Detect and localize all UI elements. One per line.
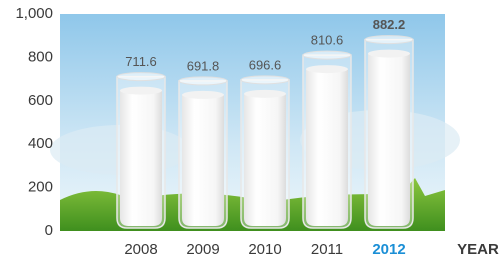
y-tick-label: 800	[28, 48, 53, 65]
chart: YEAR 0 200 400 600 800 1,000 2008 711.6 2009 691.…	[0, 0, 502, 269]
glass-rim	[179, 77, 227, 85]
milk	[120, 91, 162, 226]
x-tick-label: 2011	[311, 241, 343, 258]
milk-surface	[120, 87, 162, 95]
glass-rim	[365, 36, 413, 44]
milk	[368, 54, 410, 226]
value-label: 882.2	[373, 17, 406, 32]
x-tick-label: 2008	[124, 241, 157, 258]
y-tick-label: 200	[28, 179, 53, 196]
x-tick-label: 2012	[372, 241, 405, 258]
milk-surface	[306, 65, 348, 73]
x-tick-label: 2009	[186, 241, 219, 258]
milk	[182, 95, 224, 226]
value-label: 691.8	[187, 58, 220, 73]
x-tick-label: 2010	[248, 241, 281, 258]
y-tick-label: 1,000	[15, 5, 53, 22]
milk-surface	[368, 50, 410, 58]
milk	[306, 69, 348, 226]
x-axis-label: YEAR	[457, 241, 499, 258]
milk-surface	[244, 90, 286, 98]
glass-rim	[241, 76, 289, 84]
milk	[244, 94, 286, 226]
y-tick-label: 0	[45, 222, 53, 239]
value-label: 810.6	[311, 33, 344, 48]
y-tick-label: 600	[28, 92, 53, 109]
value-label: 711.6	[125, 54, 157, 69]
milk-surface	[182, 91, 224, 99]
glass-rim	[303, 51, 351, 59]
value-label: 696.6	[249, 57, 282, 72]
glass-rim	[117, 73, 165, 81]
y-tick-label: 400	[28, 135, 53, 152]
